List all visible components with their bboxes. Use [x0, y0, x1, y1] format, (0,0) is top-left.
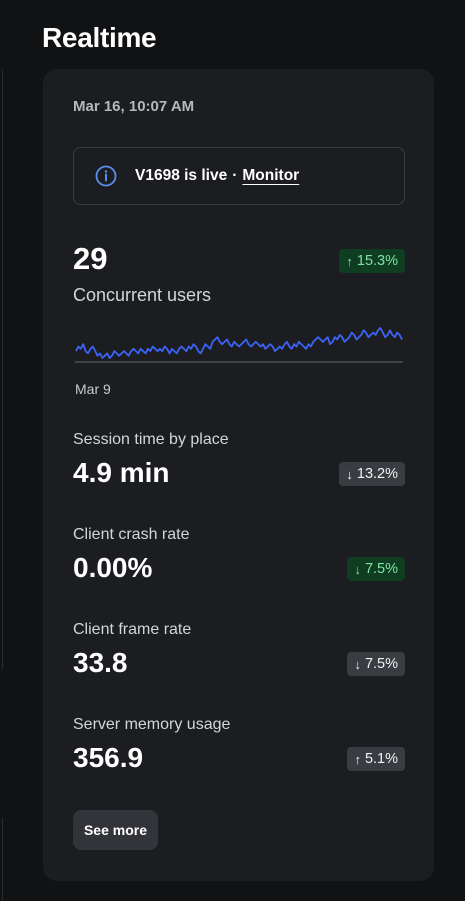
metric-label-session-time: Session time by place — [73, 431, 229, 448]
metric-value-crash-rate: 0.00% — [73, 552, 153, 583]
chart-start-date: Mar 9 — [75, 381, 111, 397]
metric-label-crash-rate: Client crash rate — [73, 526, 190, 543]
sparkline-series — [75, 327, 403, 359]
section-title: Realtime — [42, 22, 157, 53]
monitor-link[interactable]: Monitor — [242, 167, 300, 184]
change-value: 7.5% — [364, 656, 398, 672]
metric-badge-memory-usage: ↑ 5.1% — [347, 747, 405, 771]
change-value: 13.2% — [356, 466, 398, 482]
release-banner: V1698 is live · Monitor — [73, 147, 405, 205]
metric-value-session-time: 4.9 min — [73, 457, 170, 488]
change-value: 15.3% — [356, 253, 398, 269]
concurrent-users-label: Concurrent users — [73, 285, 212, 305]
arrow-down-icon: ↓ — [346, 466, 353, 482]
realtime-card: Mar 16, 10:07 AM V1698 is live · Monitor… — [43, 69, 434, 881]
metric-badge-session-time: ↓ 13.2% — [339, 462, 405, 486]
concurrent-users-sparkline — [75, 327, 403, 363]
timestamp: Mar 16, 10:07 AM — [73, 98, 195, 115]
concurrent-users-value: 29 — [73, 241, 108, 276]
arrow-down-icon: ↓ — [354, 656, 361, 672]
banner-separator: · — [232, 167, 238, 184]
change-value: 5.1% — [364, 751, 398, 767]
arrow-up-icon: ↑ — [346, 253, 353, 269]
metric-badge-frame-rate: ↓ 7.5% — [347, 652, 405, 676]
metric-label-frame-rate: Client frame rate — [73, 621, 192, 638]
concurrent-change-badge: ↑ 15.3% — [339, 249, 405, 273]
metric-value-frame-rate: 33.8 — [73, 647, 128, 678]
metric-label-memory-usage: Server memory usage — [73, 716, 231, 733]
change-value: 7.5% — [364, 561, 398, 577]
banner-text: V1698 is live — [135, 167, 228, 184]
arrow-down-icon: ↓ — [354, 561, 361, 577]
see-more-button[interactable]: See more — [73, 810, 158, 850]
info-icon — [95, 165, 117, 187]
arrow-up-icon: ↑ — [354, 751, 361, 767]
metric-value-memory-usage: 356.9 — [73, 742, 144, 773]
left-panel-edge-bottom — [0, 818, 3, 901]
metric-badge-crash-rate: ↓ 7.5% — [347, 557, 405, 581]
left-panel-edge — [0, 68, 3, 670]
